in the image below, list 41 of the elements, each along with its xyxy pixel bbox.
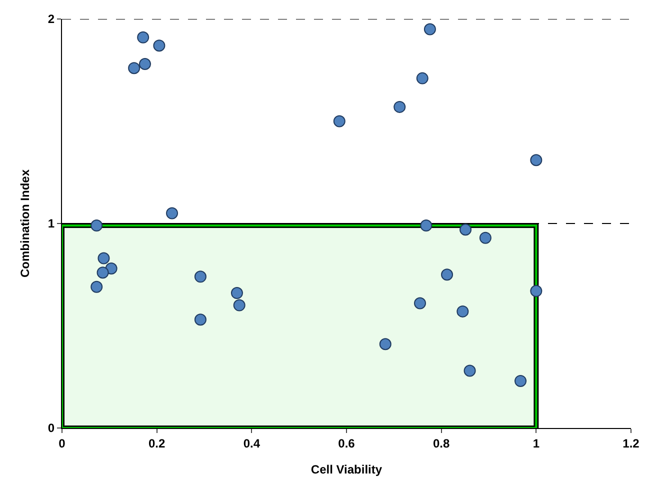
point xyxy=(194,270,206,283)
point xyxy=(230,287,243,300)
point xyxy=(456,305,469,318)
x-tick-label: 0.2 xyxy=(148,436,166,450)
point xyxy=(105,262,118,274)
point xyxy=(333,115,346,128)
point xyxy=(414,297,426,310)
y-tick-label: 0 xyxy=(48,421,55,436)
point xyxy=(464,364,476,377)
point xyxy=(441,268,454,281)
x-tick-label: 1 xyxy=(532,436,540,450)
point xyxy=(90,280,103,293)
x-tick-label: 0 xyxy=(58,436,66,450)
point xyxy=(514,374,527,387)
point xyxy=(153,40,166,52)
point xyxy=(166,207,178,220)
point xyxy=(530,154,542,166)
point xyxy=(416,72,428,84)
x-axis-title: Cell Viability xyxy=(310,462,382,476)
y-tick-label: 2 xyxy=(48,12,55,26)
y-tick-label: 1 xyxy=(48,216,55,231)
point xyxy=(128,62,140,74)
point xyxy=(420,220,432,232)
point xyxy=(90,220,103,232)
x-tick-label: 0.8 xyxy=(432,436,450,450)
x-tick-label: 1.2 xyxy=(622,436,640,450)
point xyxy=(98,252,110,264)
point xyxy=(479,232,492,244)
point xyxy=(530,284,542,297)
x-tick-label: 0.4 xyxy=(243,436,260,450)
point xyxy=(138,58,151,70)
point xyxy=(96,266,109,279)
point xyxy=(194,314,206,326)
point xyxy=(233,299,246,312)
point xyxy=(379,338,392,350)
point xyxy=(424,23,436,36)
point xyxy=(460,224,472,236)
point xyxy=(137,31,150,44)
point xyxy=(394,100,406,113)
y-axis-title: Combination Index xyxy=(18,169,32,278)
x-tick-label: 0.6 xyxy=(338,436,356,450)
